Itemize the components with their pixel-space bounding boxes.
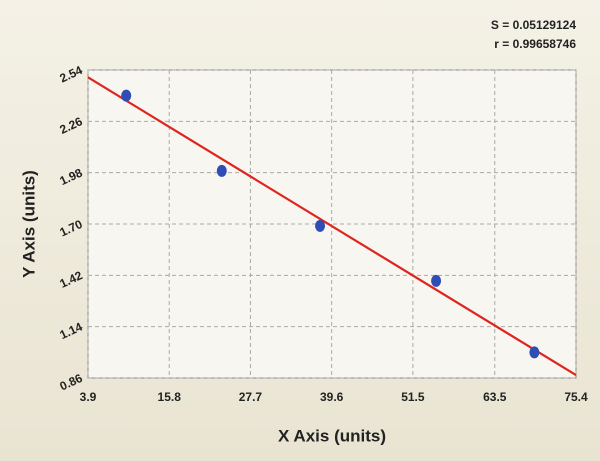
- data-point: [216, 164, 227, 177]
- data-point: [529, 346, 540, 359]
- fit-line: [87, 76, 577, 377]
- x-tick-label: 75.4: [564, 390, 588, 404]
- y-axis-title: Y Axis (units): [19, 170, 38, 278]
- data-point: [315, 219, 326, 232]
- annotation: S = 0.05129124: [491, 18, 576, 32]
- x-tick-label: 39.6: [320, 390, 344, 404]
- x-axis-title: X Axis (units): [278, 426, 386, 445]
- x-tick-label: 63.5: [483, 390, 507, 404]
- x-tick-label: 15.8: [158, 390, 182, 404]
- data-point: [121, 89, 132, 102]
- x-tick-label: 51.5: [401, 390, 425, 404]
- x-tick-label: 27.7: [239, 390, 263, 404]
- data-point: [431, 274, 442, 287]
- annotation: r = 0.99658746: [494, 37, 576, 51]
- x-tick-label: 3.9: [80, 390, 97, 404]
